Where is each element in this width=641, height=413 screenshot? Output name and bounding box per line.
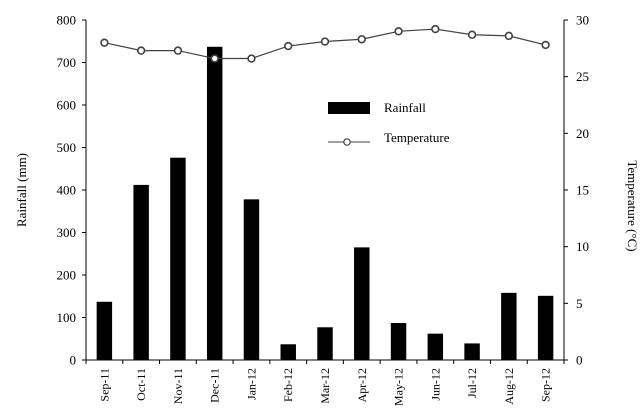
x-tick-label: Sep-11 bbox=[97, 368, 111, 402]
rainfall-bar bbox=[280, 344, 296, 360]
temperature-point bbox=[173, 46, 183, 55]
rainfall-bar bbox=[501, 292, 517, 360]
y-tick-label: 0 bbox=[70, 353, 77, 368]
rainfall-bar bbox=[206, 46, 223, 361]
rainfall-bar bbox=[537, 295, 554, 360]
x-tick-label: Oct-11 bbox=[134, 368, 148, 401]
temperature-line-group bbox=[100, 24, 550, 63]
y2-tick-label: 10 bbox=[576, 239, 589, 254]
x-tick-label: Apr-12 bbox=[355, 368, 369, 402]
legend-rainfall-swatch bbox=[328, 102, 370, 114]
temperature-point bbox=[100, 38, 109, 47]
temperature-point bbox=[284, 41, 293, 51]
y-axis: 0 100 200 300 400 500 600 700 800 bbox=[57, 13, 87, 368]
rainfall-bar bbox=[96, 301, 113, 360]
rainfall-bar bbox=[390, 323, 407, 360]
rainfall-bar bbox=[170, 157, 186, 360]
y2-axis: 0 5 10 15 20 25 30 bbox=[563, 13, 589, 368]
rainfall-bar bbox=[427, 333, 444, 360]
legend-temperature-marker bbox=[343, 138, 351, 146]
x-tick-label: Nov-11 bbox=[171, 368, 185, 404]
temperature-point bbox=[504, 31, 514, 41]
x-tick-label: Jun-12 bbox=[428, 368, 442, 401]
y-tick-label: 700 bbox=[57, 55, 77, 70]
x-tick-label: Jul-12 bbox=[465, 368, 479, 398]
temperature-point bbox=[394, 27, 403, 36]
temperature-point bbox=[320, 37, 330, 46]
temperature-point bbox=[210, 54, 219, 63]
temperature-point bbox=[357, 35, 366, 44]
rainfall-bar bbox=[317, 327, 333, 360]
x-tick-label: Sep-12 bbox=[539, 368, 553, 402]
temperature-point bbox=[247, 54, 256, 63]
y2-tick-label: 0 bbox=[576, 353, 583, 368]
rainfall-bar bbox=[133, 184, 149, 360]
y-tick-label: 100 bbox=[57, 310, 77, 325]
y-tick-label: 500 bbox=[57, 140, 77, 155]
rainfall-bar bbox=[464, 343, 480, 360]
y-tick-label: 400 bbox=[57, 183, 77, 198]
x-tick-label: May-12 bbox=[392, 368, 406, 406]
x-tick-label: Mar-12 bbox=[318, 368, 332, 404]
legend-rainfall-label: Rainfall bbox=[384, 100, 426, 115]
temperature-point bbox=[467, 30, 477, 39]
x-tick-label: Feb-12 bbox=[281, 368, 295, 402]
legend: Rainfall Temperature bbox=[328, 100, 450, 146]
y2-tick-label: 5 bbox=[576, 296, 583, 311]
temperature-point bbox=[136, 46, 146, 55]
y-tick-label: 300 bbox=[57, 225, 77, 240]
y-tick-label: 600 bbox=[57, 98, 77, 113]
temperature-point bbox=[431, 24, 440, 34]
rainfall-bar bbox=[243, 199, 260, 360]
legend-temperature-label: Temperature bbox=[384, 130, 450, 145]
x-tick-label: Aug-12 bbox=[502, 368, 516, 405]
y2-tick-label: 30 bbox=[576, 13, 589, 28]
rainfall-bar bbox=[354, 247, 370, 360]
x-tick-label: Jan-12 bbox=[244, 368, 258, 400]
y2-tick-label: 20 bbox=[576, 126, 589, 141]
y-tick-label: 200 bbox=[57, 268, 77, 283]
y-tick-label: 800 bbox=[57, 13, 77, 28]
y2-axis-label: Temperature (°C) bbox=[625, 160, 640, 251]
temperature-point bbox=[541, 40, 550, 50]
y2-tick-label: 25 bbox=[576, 69, 589, 84]
rainfall-bars bbox=[96, 46, 554, 361]
y2-tick-label: 15 bbox=[576, 183, 589, 198]
x-axis: Sep-11 Oct-11 Nov-11 Dec-11 Jan-12 Feb-12 Mar-… bbox=[85, 359, 565, 406]
x-tick-label: Dec-11 bbox=[208, 368, 222, 403]
y-axis-label: Rainfall (mm) bbox=[14, 153, 29, 227]
